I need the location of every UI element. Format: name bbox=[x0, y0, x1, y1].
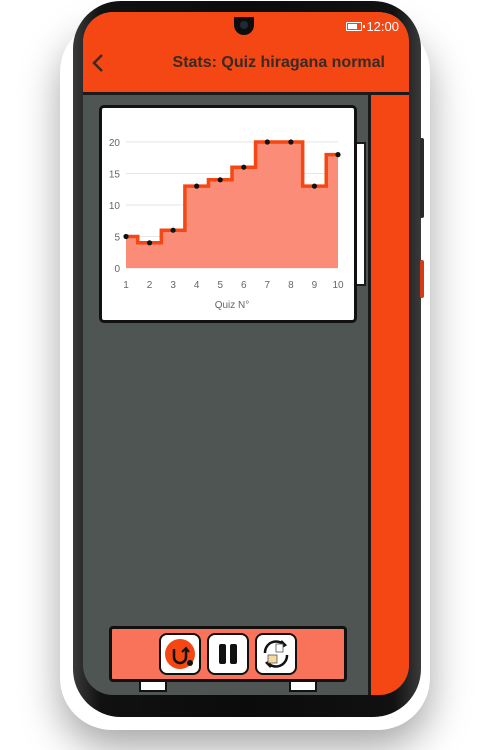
data-point bbox=[241, 164, 247, 170]
x-tick-label: 10 bbox=[332, 280, 344, 291]
page-title: Stats: Quiz hiragana normal bbox=[172, 54, 385, 71]
y-tick-label: 15 bbox=[109, 170, 121, 181]
front-camera bbox=[234, 17, 254, 35]
app-screen: 12:00 Stats: Quiz hiragana normal 0 5 10 15… bbox=[83, 12, 409, 695]
x-tick-label: 4 bbox=[194, 280, 200, 291]
y-tick-label: 5 bbox=[114, 233, 120, 244]
battery-icon bbox=[346, 21, 366, 31]
app-bar: 12:00 Stats: Quiz hiragana normal bbox=[83, 12, 409, 92]
status-time: 12:00 bbox=[366, 18, 399, 34]
volume-button bbox=[420, 138, 424, 218]
y-tick-label: 20 bbox=[109, 138, 121, 149]
power-button bbox=[420, 260, 424, 298]
restart-quiz-icon bbox=[165, 639, 195, 669]
restart-button[interactable] bbox=[159, 633, 201, 675]
pause-icon bbox=[219, 644, 237, 664]
x-tick-label: 2 bbox=[147, 280, 153, 291]
y-tick-label: 0 bbox=[114, 264, 120, 275]
chevron-left-icon bbox=[92, 54, 103, 72]
data-point bbox=[264, 139, 270, 145]
x-tick-label: 6 bbox=[241, 280, 247, 291]
stats-chart: 0 5 10 15 20 1 2 3 4 5 6 7 8 9 10 Quiz N° bbox=[109, 138, 344, 311]
switch-kana-button[interactable] bbox=[255, 633, 297, 675]
data-point bbox=[123, 233, 129, 240]
control-bar bbox=[109, 626, 347, 682]
stats-chart-card: 0 5 10 15 20 1 2 3 4 5 6 7 8 9 10 Quiz N° bbox=[99, 105, 357, 323]
data-point bbox=[194, 183, 200, 189]
data-point bbox=[335, 152, 341, 158]
x-tick-label: 9 bbox=[312, 280, 318, 291]
data-point bbox=[288, 139, 294, 145]
side-panel bbox=[368, 95, 409, 695]
data-point bbox=[311, 183, 318, 189]
x-tick-label: 5 bbox=[217, 280, 223, 291]
status-bar: 12:00 bbox=[346, 18, 399, 34]
pause-button[interactable] bbox=[207, 633, 249, 675]
switch-kana-icon bbox=[263, 640, 289, 668]
data-point bbox=[217, 177, 223, 183]
back-button[interactable] bbox=[87, 50, 109, 76]
y-tick-label: 10 bbox=[109, 201, 121, 212]
x-tick-label: 3 bbox=[170, 280, 176, 291]
series-line bbox=[126, 140, 338, 245]
x-tick-label: 1 bbox=[123, 280, 129, 291]
x-tick-label: 7 bbox=[265, 280, 271, 291]
data-point bbox=[146, 240, 153, 246]
x-axis-label: Quiz N° bbox=[215, 300, 250, 311]
data-point bbox=[170, 227, 176, 233]
x-tick-label: 8 bbox=[288, 280, 294, 291]
series-area bbox=[126, 142, 338, 268]
app-bar-divider bbox=[83, 92, 409, 95]
